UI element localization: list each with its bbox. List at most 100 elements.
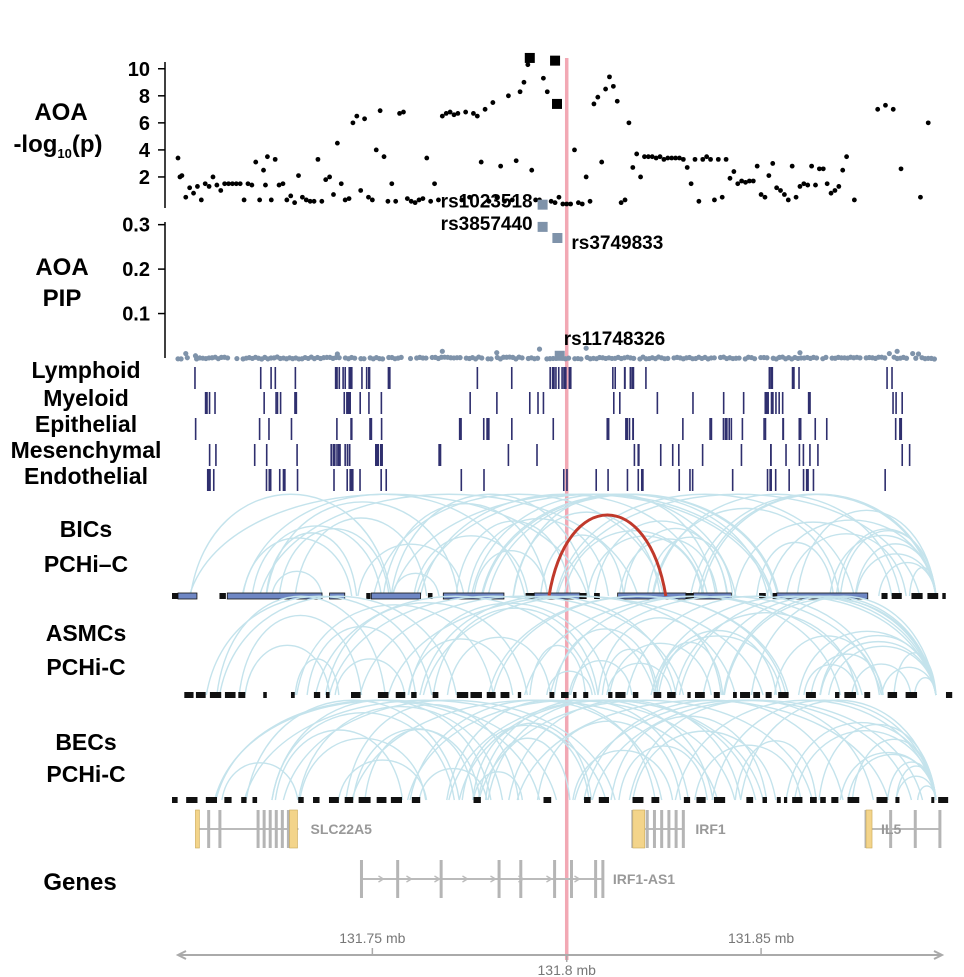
interaction-arc <box>216 595 386 696</box>
pip-point <box>234 355 240 362</box>
accessibility-peak <box>343 392 346 414</box>
pip-point <box>566 355 572 361</box>
accessibility-peak <box>768 367 771 389</box>
pvalue-point <box>712 197 717 203</box>
gene-exon <box>268 810 272 848</box>
accessibility-peak <box>344 367 347 389</box>
accessibility-peak <box>212 469 215 491</box>
pip-point <box>535 355 541 361</box>
accessibility-tracks: LymphoidMyeloidEpithelialMesenchymalEndo… <box>11 357 911 491</box>
pvalue-point <box>517 89 523 95</box>
accessibility-peak <box>438 444 442 466</box>
interaction-arc <box>523 595 863 696</box>
gene-exon <box>601 860 605 898</box>
gene-exon <box>519 860 523 898</box>
accessibility-peak <box>278 469 281 491</box>
accessibility-row <box>204 392 903 414</box>
pvalue-point <box>696 198 702 204</box>
pip-point <box>736 355 742 361</box>
accessibility-peak <box>347 392 351 414</box>
restriction-fragment <box>696 797 706 803</box>
restriction-fragment <box>561 692 569 698</box>
pvalue-point <box>494 194 500 200</box>
interaction-arc <box>484 737 571 801</box>
pvalue-point <box>824 181 830 187</box>
accessibility-peak <box>595 469 598 491</box>
pvalue-point <box>789 163 795 169</box>
restriction-fragment <box>376 797 387 803</box>
pvalue-point <box>261 167 266 173</box>
restriction-fragment <box>172 593 183 599</box>
accessibility-peak <box>460 469 463 491</box>
pvalue-point <box>677 155 682 161</box>
gene-utr <box>195 809 200 849</box>
pvalue-tick-label: 4 <box>139 140 151 162</box>
pvalue-point <box>233 181 239 187</box>
restriction-fragment <box>209 692 222 698</box>
restriction-fragment <box>583 692 589 698</box>
interaction-arc <box>351 699 719 801</box>
pvalue-point <box>533 197 539 203</box>
restriction-fragment <box>298 797 304 803</box>
interaction-arc <box>364 729 475 801</box>
accessibility-peak <box>764 418 767 440</box>
restriction-fragment <box>881 593 888 599</box>
accessibility-peak <box>656 392 659 414</box>
interaction-arc <box>324 602 528 696</box>
pvalue-point <box>303 197 309 203</box>
interaction-track: ASMCs PCHi-C <box>46 595 953 698</box>
genomic-tick-label: 131.85 mb <box>728 930 794 946</box>
accessibility-peak <box>886 367 888 389</box>
pvalue-point <box>311 198 317 204</box>
pvalue-point <box>358 188 364 193</box>
interaction-arc <box>294 517 428 597</box>
pip-point <box>488 356 494 362</box>
interaction-arc <box>359 595 685 696</box>
interaction-arc <box>512 511 661 597</box>
restriction-fragment <box>942 593 946 599</box>
pvalue-point <box>354 113 360 119</box>
accessibility-peak <box>483 469 485 491</box>
gene-exon <box>262 810 266 848</box>
restriction-fragment <box>543 797 552 803</box>
interaction-arc <box>297 706 504 801</box>
accessibility-peak <box>510 367 513 389</box>
snp-label: rs3749833 <box>571 233 663 254</box>
gene-exon <box>938 810 942 848</box>
accessibility-peak <box>194 418 197 440</box>
interaction-arc <box>766 519 937 597</box>
interaction-tracks: BICs PCHi–C ASMCs PCHi-C BECs PCHi-C <box>44 493 953 803</box>
accessibility-peak <box>791 367 795 389</box>
interaction-arc <box>245 699 460 801</box>
pvalue-point <box>653 155 659 161</box>
interaction-arc <box>413 535 529 597</box>
accessibility-peak <box>511 418 513 440</box>
pvalue-point <box>575 200 581 206</box>
interaction-arc <box>328 595 656 696</box>
accessibility-peak <box>557 367 560 389</box>
pvalue-point <box>284 197 290 203</box>
pip-point <box>184 355 190 361</box>
pvalue-label-prefix: -log <box>13 131 57 158</box>
accessibility-peak <box>633 444 636 466</box>
accessibility-peak <box>766 469 769 491</box>
accessibility-peak <box>901 444 904 466</box>
pvalue-point <box>657 154 663 160</box>
accessibility-peak <box>701 444 704 466</box>
pvalue-point <box>315 156 321 162</box>
restriction-fragment <box>945 692 953 698</box>
pvalue-point <box>183 194 189 200</box>
accessibility-peak <box>377 444 380 466</box>
pvalue-point <box>474 113 480 119</box>
restriction-fragment <box>911 593 923 599</box>
accessibility-peak <box>346 444 349 466</box>
restriction-fragment <box>753 692 761 698</box>
pvalue-point <box>257 197 263 203</box>
accessibility-peak <box>346 469 348 491</box>
accessibility-peak <box>496 392 498 414</box>
pvalue-point <box>828 190 834 196</box>
accessibility-peak <box>812 469 815 491</box>
pvalue-point <box>451 112 457 118</box>
interaction-arc <box>382 502 549 597</box>
restriction-fragment <box>241 797 247 803</box>
